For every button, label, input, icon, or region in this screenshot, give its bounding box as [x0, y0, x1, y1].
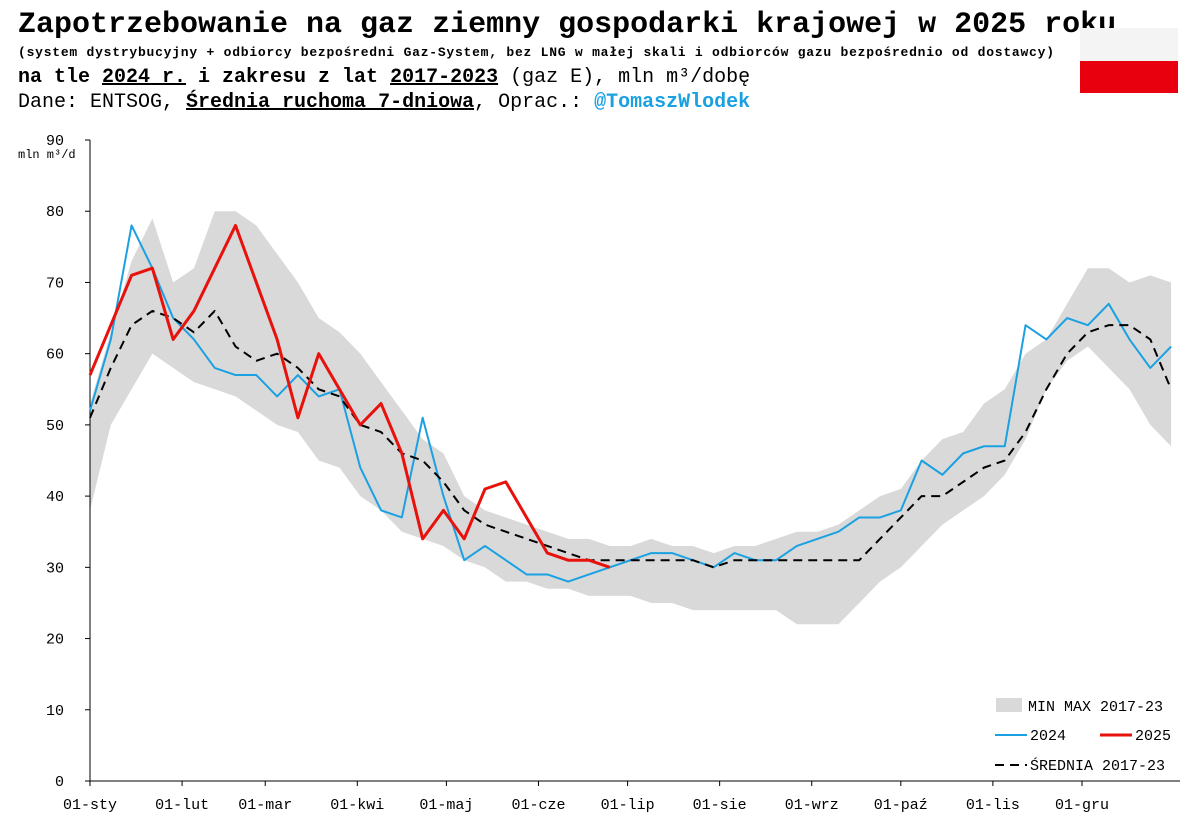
x-tick-label: 01-wrz — [785, 797, 839, 814]
y-tick-label: 0 — [55, 774, 64, 791]
y-tick-label: 60 — [46, 347, 64, 364]
x-tick-label: 01-paź — [874, 797, 928, 814]
x-tick-label: 01-lut — [155, 797, 209, 814]
legend-label: 2024 — [1030, 728, 1066, 745]
series-line — [88, 223, 611, 569]
y-tick-label: 30 — [46, 560, 64, 577]
y-tick-label: 90 — [46, 133, 64, 150]
y-tick-label: 20 — [46, 632, 64, 649]
x-tick-label: 01-gru — [1055, 797, 1109, 814]
subtitle-part: 2024 r. — [102, 66, 186, 89]
x-tick-label: 01-lis — [966, 797, 1020, 814]
chart-note: (system dystrybucyjny + odbiorcy bezpośr… — [18, 45, 1054, 60]
series-line — [89, 309, 1173, 569]
flag-red — [1080, 61, 1178, 93]
source-part: , Oprac.: — [474, 91, 594, 114]
legend-swatch — [996, 698, 1022, 712]
x-tick-label: 01-maj — [419, 797, 473, 814]
subtitle-part: i zakresu z lat — [186, 66, 390, 89]
range-band — [90, 211, 1172, 625]
legend-label: ŚREDNIA 2017-23 — [1030, 757, 1165, 775]
legend-label: MIN MAX 2017-23 — [1028, 699, 1163, 716]
y-axis-label: mln m³/d — [18, 148, 76, 162]
x-tick-label: 01-sie — [693, 797, 747, 814]
x-tick-label: 01-mar — [238, 797, 292, 814]
x-tick-label: 01-sty — [63, 797, 117, 814]
chart-subtitle: na tle 2024 r. i zakresu z lat 2017-2023… — [18, 66, 750, 89]
y-tick-label: 80 — [46, 204, 64, 221]
x-tick-label: 01-lip — [601, 797, 655, 814]
y-tick-label: 40 — [46, 489, 64, 506]
subtitle-part: (gaz E), mln m³/dobę — [498, 66, 750, 89]
legend-label: 2025 — [1135, 728, 1171, 745]
chart-title: Zapotrzebowanie na gaz ziemny gospodarki… — [18, 8, 1116, 42]
chart-source: Dane: ENTSOG, Średnia ruchoma 7-dniowa, … — [18, 90, 750, 114]
y-tick-label: 50 — [46, 418, 64, 435]
subtitle-part: 2017-2023 — [390, 66, 498, 89]
source-part: @TomaszWlodek — [594, 91, 750, 114]
flag-white — [1080, 28, 1178, 61]
subtitle-part: na tle — [18, 66, 102, 89]
x-tick-label: 01-kwi — [330, 797, 384, 814]
x-tick-label: 01-cze — [511, 797, 565, 814]
y-tick-label: 10 — [46, 703, 64, 720]
series-line — [89, 224, 1172, 583]
source-part: Dane: ENTSOG, — [18, 91, 186, 114]
y-tick-label: 70 — [46, 275, 64, 292]
source-part: Średnia ruchoma 7-dniowa — [186, 90, 474, 114]
